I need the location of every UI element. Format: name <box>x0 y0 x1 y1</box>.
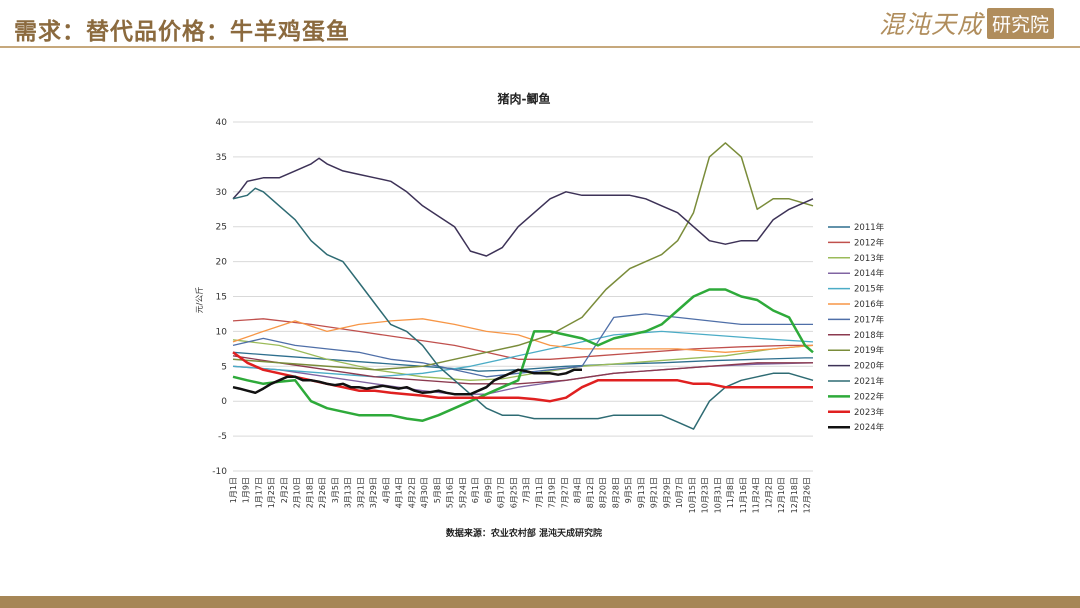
x-tick-labels: 1月1日 1月9日 1月17日 1月25日 2月2日 2月10日 2月18日 2月26日 3月5… <box>229 477 812 513</box>
legend-label: 2021年 <box>854 376 885 387</box>
y-tick-label: 0 <box>221 397 227 407</box>
x-tick-label: 7月3日 <box>522 477 531 503</box>
x-tick-label: 12月26日 <box>803 477 812 513</box>
x-tick-label: 7月27日 <box>560 477 569 508</box>
x-tick-label: 4月22日 <box>407 477 416 508</box>
x-tick-label: 1月17日 <box>254 477 263 508</box>
y-tick-label: 10 <box>216 327 228 337</box>
x-tick-label: 3月13日 <box>344 477 353 508</box>
series-lines <box>232 142 814 430</box>
series-line-2022年 <box>232 288 814 422</box>
y-tick-label: -10 <box>212 467 227 477</box>
legend-label: 2014年 <box>854 268 885 279</box>
x-tick-label: 1月1日 <box>229 477 238 503</box>
series-line-2012年 <box>232 318 813 360</box>
x-tick-label: 9月13日 <box>637 477 646 508</box>
x-tick-label: 3月5日 <box>331 477 340 503</box>
legend-label: 2013年 <box>854 253 885 264</box>
x-tick-label: 9月29日 <box>662 477 671 508</box>
x-tick-label: 5月24日 <box>458 477 467 508</box>
legend-label: 2023年 <box>854 407 885 418</box>
x-tick-label: 10月7日 <box>675 477 684 508</box>
x-tick-label: 6月25日 <box>509 477 518 508</box>
legend-label: 2022年 <box>854 391 885 402</box>
x-tick-label: 8月20日 <box>599 477 608 508</box>
x-tick-label: 8月28日 <box>611 477 620 508</box>
x-tick-label: 9月5日 <box>624 477 633 503</box>
x-tick-label: 6月1日 <box>471 477 480 503</box>
x-tick-label: 6月9日 <box>484 477 493 503</box>
x-tick-label: 3月29日 <box>369 477 378 508</box>
x-tick-label: 1月9日 <box>242 477 251 503</box>
x-tick-label: 2月2日 <box>280 477 289 503</box>
chart-legend: 2011年 2012年 2013年 2014年 2015年 2016年 2017年 2018年… <box>828 222 885 433</box>
legend-label: 2017年 <box>854 314 885 325</box>
x-tick-label: 11月16日 <box>739 477 748 513</box>
x-tick-label: 8月12日 <box>586 477 595 508</box>
x-tick-label: 10月23日 <box>701 477 710 513</box>
y-tick-label: 15 <box>216 293 227 303</box>
legend-label: 2024年 <box>854 422 885 433</box>
x-tick-label: 3月21日 <box>356 477 365 508</box>
y-tick-labels: -10 -5 0 5 10 15 20 25 30 35 40 <box>212 118 227 477</box>
legend-label: 2018年 <box>854 330 885 341</box>
x-tick-label: 9月21日 <box>650 477 659 508</box>
x-tick-label: 11月8日 <box>726 477 735 508</box>
y-tick-label: 40 <box>216 118 228 128</box>
logo-script-text: 混沌天成 <box>878 10 983 39</box>
y-tick-label: -5 <box>218 432 227 442</box>
x-tick-label: 8月4日 <box>573 477 582 503</box>
x-tick-label: 7月19日 <box>548 477 557 508</box>
y-tick-label: 35 <box>216 153 227 163</box>
x-tick-label: 1月25日 <box>267 477 276 508</box>
legend-label: 2019年 <box>854 345 885 356</box>
company-logo: 混沌天成 研究院 <box>878 7 1054 39</box>
x-tick-label: 11月24日 <box>752 477 761 513</box>
x-tick-label: 10月15日 <box>688 477 697 513</box>
footer-bar <box>0 596 1080 608</box>
x-tick-label: 2月10日 <box>293 477 302 508</box>
legend-label: 2020年 <box>854 361 885 372</box>
series-line-2020年 <box>232 157 814 257</box>
x-tick-label: 4月30日 <box>420 477 429 508</box>
x-tick-label: 2月18日 <box>305 477 314 508</box>
y-tick-label: 25 <box>216 223 227 233</box>
source-note: 数据来源：农业农村部 混沌天成研究院 <box>446 527 602 539</box>
x-tick-label: 6月17日 <box>497 477 506 508</box>
legend-label: 2016年 <box>854 299 885 310</box>
series-line-2015年 <box>232 330 814 378</box>
x-tick-label: 12月2日 <box>764 477 773 508</box>
x-tick-label: 10月31日 <box>713 477 722 513</box>
legend-label: 2011年 <box>854 222 885 233</box>
series-line-2019年 <box>232 142 814 371</box>
y-axis-label: 元/公斤 <box>194 287 204 314</box>
x-tick-label: 4月14日 <box>395 477 404 508</box>
legend-label: 2012年 <box>854 237 885 248</box>
header-divider <box>0 46 1080 48</box>
x-tick-label: 12月18日 <box>790 477 799 513</box>
y-tick-label: 5 <box>221 362 227 372</box>
x-tick-label: 5月16日 <box>446 477 455 508</box>
series-line-2024年 <box>232 368 582 396</box>
series-line-2016年 <box>232 318 814 353</box>
series-line-2018年 <box>232 355 813 385</box>
series-line-2021年 <box>232 187 814 430</box>
legend-label: 2015年 <box>854 284 885 295</box>
x-tick-label: 5月8日 <box>433 477 442 503</box>
series-line-2013年 <box>232 339 814 381</box>
page-title: 需求：替代品价格：牛羊鸡蛋鱼 <box>14 18 350 45</box>
x-tick-label: 12月10日 <box>777 477 786 513</box>
x-tick-label: 7月11日 <box>535 477 544 508</box>
chart-title: 猪肉-鲫鱼 <box>497 91 551 106</box>
x-tick-label: 4月6日 <box>382 477 391 503</box>
x-tick-label: 2月26日 <box>318 477 327 508</box>
logo-box-text: 研究院 <box>986 7 1054 39</box>
y-tick-label: 30 <box>216 188 228 198</box>
grid-lines <box>233 121 813 472</box>
y-tick-label: 20 <box>216 258 228 268</box>
series-line-2017年 <box>232 313 813 378</box>
